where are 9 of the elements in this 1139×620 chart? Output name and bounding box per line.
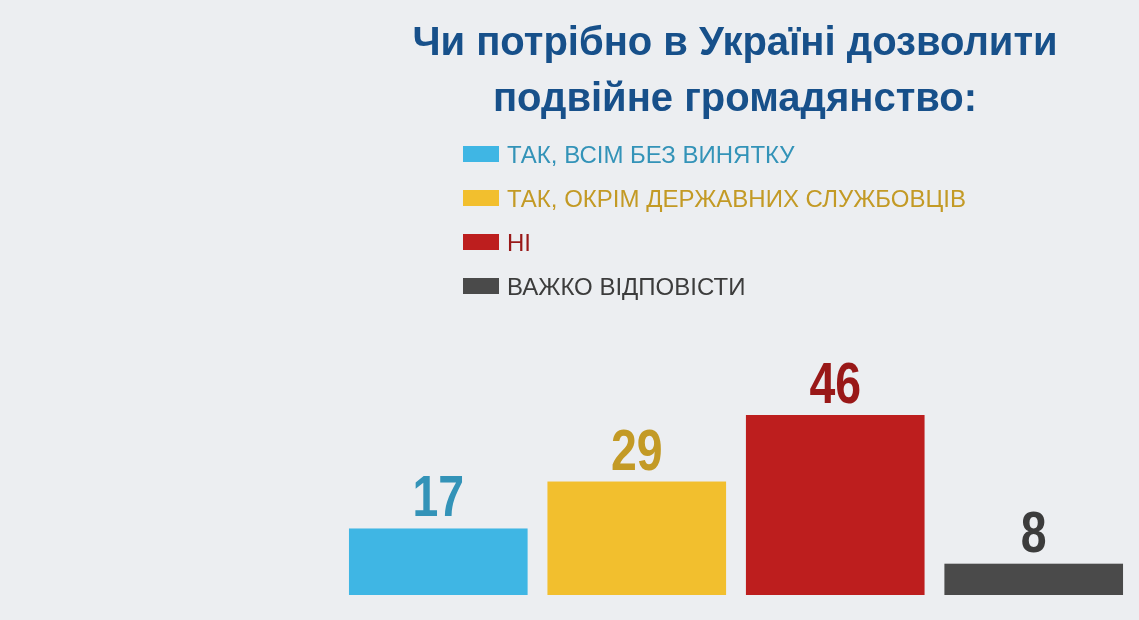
legend-label: ВАЖКО ВІДПОВІСТИ xyxy=(507,273,746,300)
legend-label: ТАК, ВСІМ БЕЗ ВИНЯТКУ xyxy=(507,141,796,168)
legend-label: ТАК, ОКРІМ ДЕРЖАВНИХ СЛУЖБОВЦІВ xyxy=(507,185,966,212)
data-label: 46 xyxy=(809,349,862,416)
legend-label: НІ xyxy=(507,229,531,256)
data-label: 29 xyxy=(610,416,663,482)
data-label: 8 xyxy=(1020,498,1047,564)
data-label: 17 xyxy=(412,463,465,529)
chart-title: Чи потрібно в Україні дозволити подвійне громадянство: xyxy=(412,19,1058,119)
